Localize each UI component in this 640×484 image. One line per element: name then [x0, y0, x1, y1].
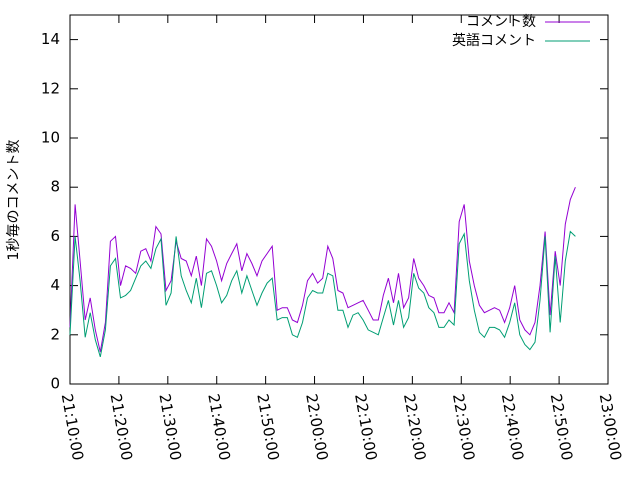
- y-axis-label: 1秒毎のコメント数: [6, 140, 22, 261]
- y-tick-label: 6: [50, 227, 60, 245]
- x-tick-label: 23:00:00: [596, 392, 625, 461]
- y-tick-label: 10: [41, 129, 60, 147]
- series-line: [69, 187, 576, 353]
- x-tick-label: 22:30:00: [449, 392, 478, 461]
- x-tick-label: 22:50:00: [547, 392, 576, 461]
- y-tick-label: 12: [41, 79, 60, 97]
- y-tick-label: 8: [50, 178, 60, 196]
- x-tick-label: 22:10:00: [351, 392, 380, 461]
- x-tick-label: 21:30:00: [155, 392, 184, 461]
- x-tick-label: 22:00:00: [302, 392, 331, 461]
- y-tick-label: 0: [50, 375, 60, 393]
- legend-label: コメント数: [466, 14, 536, 30]
- x-tick-label: 21:40:00: [204, 392, 233, 461]
- x-tick-label: 22:20:00: [400, 392, 429, 461]
- series-line: [69, 230, 576, 358]
- x-tick-label: 22:40:00: [498, 392, 527, 461]
- x-tick-label: 21:50:00: [253, 392, 282, 461]
- plot-border: [69, 14, 609, 385]
- y-tick-label: 14: [41, 30, 60, 48]
- x-tick-label: 21:20:00: [107, 392, 136, 461]
- y-tick-label: 2: [50, 325, 60, 343]
- y-tick-label: 4: [50, 276, 60, 294]
- x-tick-label: 21:10:00: [58, 392, 87, 461]
- legend-label: 英語コメント: [452, 32, 536, 49]
